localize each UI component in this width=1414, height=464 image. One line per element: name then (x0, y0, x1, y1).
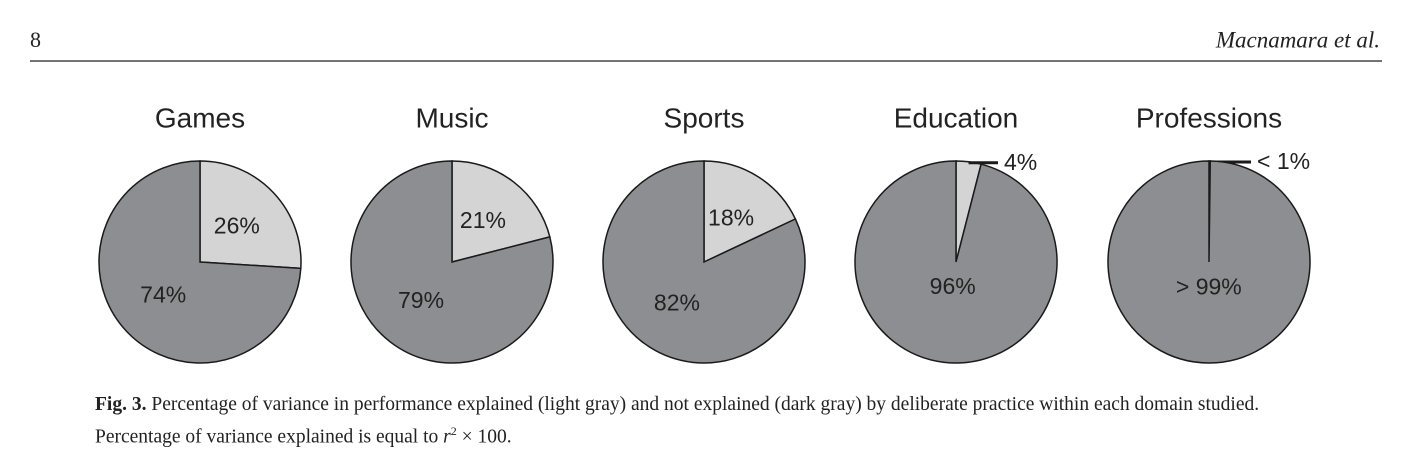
pie-title: Games (155, 102, 245, 133)
pie-slice (703, 160, 797, 264)
caption-text: Percentage of variance in performance ex… (95, 394, 1260, 448)
pie-slice (1107, 160, 1311, 364)
value-label: 82% (654, 290, 700, 316)
value-label: 18% (708, 204, 754, 230)
pie-slice (602, 160, 806, 364)
pie-title: Music (415, 102, 488, 133)
figure: 8 Macnamara et al. Games 26% 74% Music 21% 79… (30, 27, 1382, 364)
value-label: 74% (140, 282, 186, 308)
pie-slice (350, 160, 554, 364)
value-label: > 99% (1176, 273, 1242, 299)
pie-title: Sports (664, 102, 745, 133)
value-label: 79% (398, 287, 444, 313)
pie-title: Professions (1136, 102, 1282, 133)
pie-slice (199, 160, 302, 270)
value-label: < 1% (1257, 148, 1310, 174)
value-label: 21% (460, 207, 506, 233)
caption-label: Fig. 3. (95, 394, 147, 415)
caption-variable: r (443, 426, 451, 448)
pie-slice (451, 160, 551, 263)
pie-title: Education (894, 102, 1019, 133)
caption: Fig. 3. Percentage of variance in perfor… (95, 392, 1335, 451)
pie-slice (98, 160, 302, 364)
page-number: 8 (30, 27, 41, 52)
value-label: 4% (1004, 149, 1037, 175)
value-label: 96% (930, 273, 976, 299)
caption-text-end: × 100. (461, 426, 512, 448)
caption-exponent: 2 (450, 424, 457, 438)
value-label: 26% (214, 213, 260, 239)
running-head: Macnamara et al. (1215, 27, 1380, 52)
pie-slice (854, 160, 1058, 364)
